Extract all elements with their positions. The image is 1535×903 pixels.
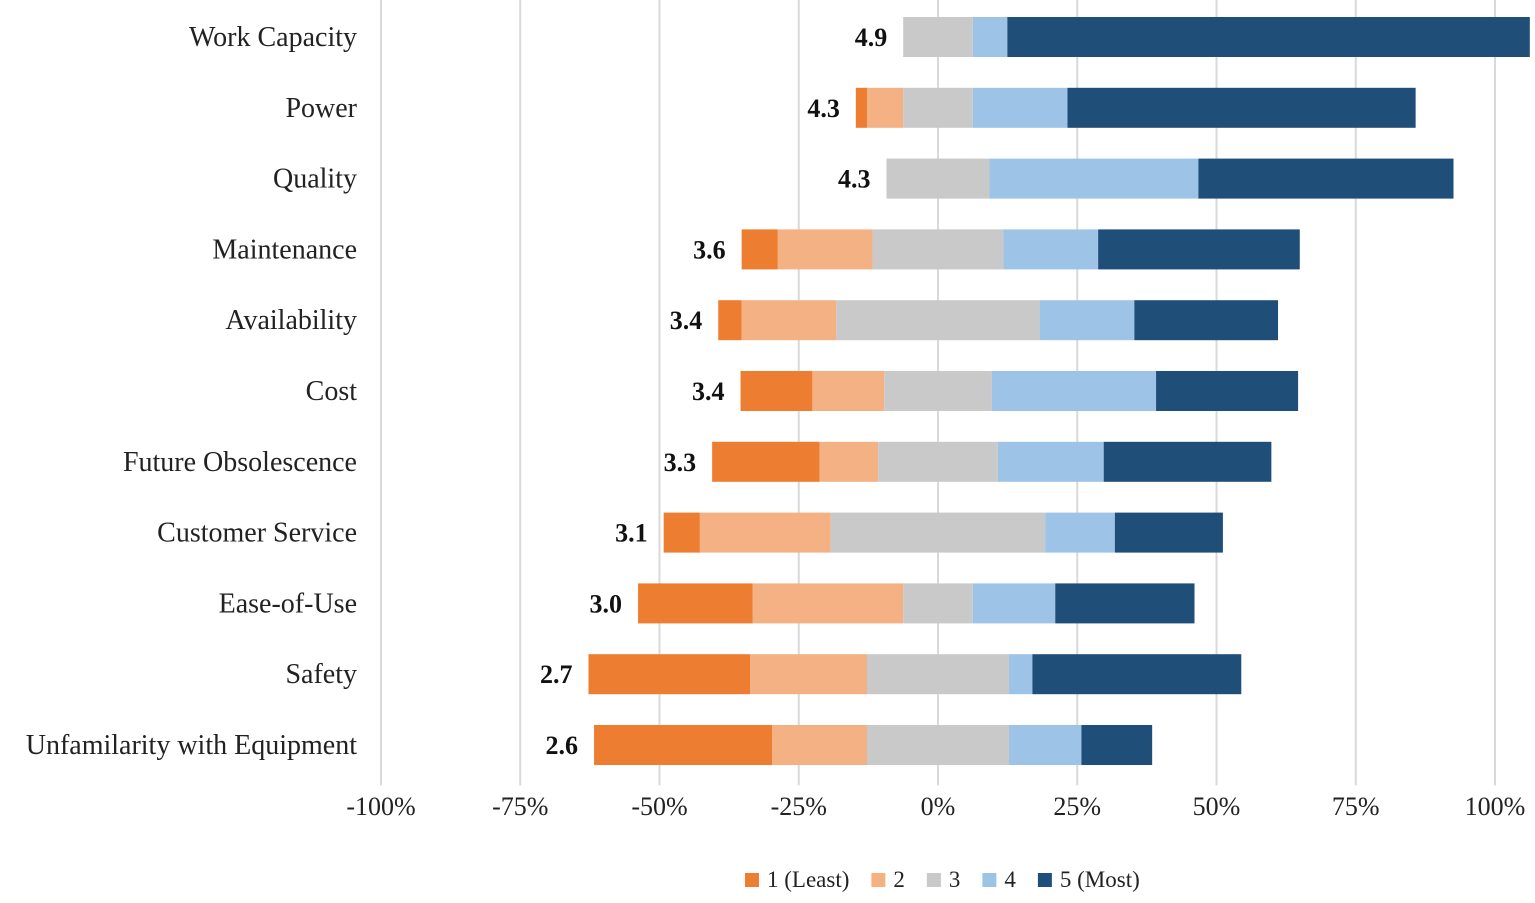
bar-availability-5-most (1134, 300, 1279, 341)
bar-ease-of-use-2 (752, 583, 904, 624)
category-label: Cost (306, 376, 358, 407)
bar-cost-5-most (1156, 371, 1299, 411)
bar-power-3 (903, 87, 973, 128)
x-tick-label: 25% (1053, 792, 1101, 821)
bar-availability-1-least (718, 300, 742, 341)
legend-label: 5 (Most) (1060, 867, 1140, 892)
mean-score-label: 4.3 (838, 165, 871, 194)
category-label: Customer Service (157, 518, 357, 549)
x-tick-label: 0% (921, 792, 956, 821)
bar-power-1-least (855, 87, 867, 128)
bar-availability-2 (741, 300, 837, 341)
category-label: Work Capacity (189, 22, 357, 53)
bars-layer (588, 17, 1530, 765)
mean-score-label: 3.1 (615, 519, 648, 548)
bar-customer-service-2 (699, 512, 831, 553)
mean-score-label: 2.6 (546, 731, 579, 760)
mean-score-label: 4.9 (855, 23, 888, 52)
bar-unfamilarity-with-equipment-4 (1009, 725, 1082, 765)
legend-swatch-4 (982, 873, 997, 887)
bar-safety-4 (1009, 654, 1033, 695)
mean-score-label: 3.6 (693, 235, 726, 264)
mean-score-label: 3.0 (590, 589, 623, 618)
x-tick-label: 75% (1332, 792, 1380, 821)
category-label: Safety (285, 659, 357, 690)
mean-score-label: 4.3 (807, 94, 840, 123)
bar-cost-4 (991, 371, 1157, 411)
bar-maintenance-3 (872, 229, 1004, 270)
x-tick-label: -50% (631, 792, 687, 821)
bar-customer-service-3 (830, 512, 1046, 553)
bar-quality-5-most (1198, 158, 1454, 199)
bar-unfamilarity-with-equipment-2 (772, 725, 867, 765)
x-tick-label: -25% (771, 792, 827, 821)
category-label: Power (285, 93, 357, 124)
bar-safety-5-most (1032, 654, 1242, 695)
x-tick-label: -75% (492, 792, 548, 821)
x-axis: -100% -75% -50% -25% 0% 25% 50% 75% 100% (346, 792, 1525, 821)
bar-maintenance-4 (1003, 229, 1099, 270)
legend-label: 4 (1004, 867, 1016, 892)
bar-customer-service-1-least (663, 512, 700, 553)
bar-future-obsolescence-5-most (1103, 441, 1272, 482)
bar-work-capacity-5-most (1007, 17, 1530, 57)
bar-maintenance-1-least (741, 229, 778, 270)
bar-unfamilarity-with-equipment-5-most (1081, 725, 1153, 765)
legend-label: 1 (Least) (767, 867, 849, 892)
category-label: Availability (225, 305, 357, 336)
bar-maintenance-2 (777, 229, 873, 270)
mean-score-label: 3.4 (670, 306, 703, 335)
bar-customer-service-4 (1045, 512, 1115, 553)
bar-ease-of-use-5-most (1055, 583, 1195, 624)
bar-maintenance-5-most (1098, 229, 1300, 270)
bar-cost-3 (884, 371, 992, 411)
legend-swatch-3 (926, 873, 941, 887)
bar-work-capacity-4 (972, 17, 1008, 57)
bar-quality-4 (989, 158, 1199, 199)
bar-power-5-most (1067, 87, 1416, 128)
category-label: Maintenance (212, 234, 357, 265)
bar-unfamilarity-with-equipment-3 (866, 725, 1010, 765)
bar-cost-2 (812, 371, 885, 411)
bar-power-4 (972, 87, 1068, 128)
legend-label: 2 (893, 867, 905, 892)
bar-future-obsolescence-2 (819, 441, 879, 482)
bar-future-obsolescence-4 (997, 441, 1104, 482)
category-label: Unfamilarity with Equipment (26, 730, 357, 761)
bar-unfamilarity-with-equipment-1-least (594, 725, 773, 765)
bar-customer-service-5-most (1114, 512, 1223, 553)
bar-ease-of-use-1-least (638, 583, 753, 624)
bar-future-obsolescence-3 (878, 441, 998, 482)
labels-layer: Work Capacity 4.9 Power 4.3 Quality 4.3 Mainte… (26, 22, 887, 761)
legend-swatch-2 (871, 873, 886, 887)
category-label: Future Obsolescence (123, 447, 357, 478)
bar-safety-2 (750, 654, 867, 695)
x-tick-label: 50% (1193, 792, 1241, 821)
bar-ease-of-use-3 (903, 583, 973, 624)
category-label: Ease-of-Use (219, 588, 357, 619)
bar-safety-3 (866, 654, 1010, 695)
x-tick-label: 100% (1465, 792, 1526, 821)
bar-cost-1-least (740, 371, 813, 411)
bar-safety-1-least (588, 654, 751, 695)
category-label: Quality (273, 164, 357, 195)
bar-availability-4 (1039, 300, 1135, 341)
legend-swatch-1-least (745, 873, 759, 887)
legend-label: 3 (949, 867, 961, 892)
bar-future-obsolescence-1-least (712, 441, 820, 482)
bar-quality-3 (886, 158, 990, 199)
legend-swatch-5-most (1037, 873, 1052, 887)
mean-score-label: 2.7 (540, 660, 573, 689)
mean-score-label: 3.4 (692, 377, 725, 406)
mean-score-label: 3.3 (664, 448, 697, 477)
bar-ease-of-use-4 (972, 583, 1056, 624)
bar-work-capacity-3 (903, 17, 973, 57)
x-tick-label: -100% (346, 792, 415, 821)
bar-power-2 (866, 87, 904, 128)
bar-availability-3 (836, 300, 1040, 341)
legend: 1 (Least) 2 3 4 5 (Most) (745, 867, 1140, 892)
